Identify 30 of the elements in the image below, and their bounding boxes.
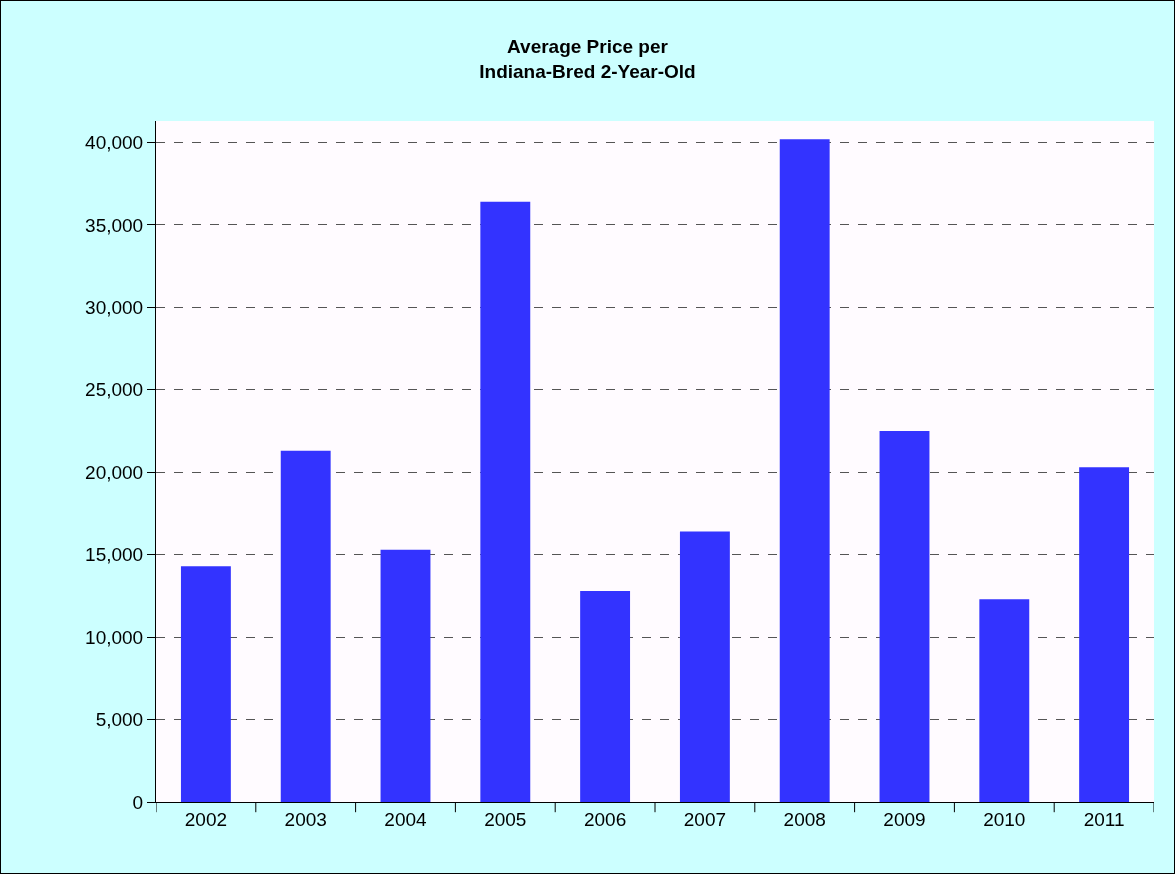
x-tick-label: 2008	[783, 808, 826, 830]
bar	[779, 139, 830, 802]
y-tick-label: 30,000	[85, 296, 144, 318]
x-tick-label: 2009	[883, 808, 926, 830]
bar	[280, 450, 331, 802]
x-tick-label: 2011	[1083, 808, 1125, 830]
bar	[580, 590, 631, 802]
y-tick-label: 0	[132, 791, 144, 813]
bar	[1079, 467, 1130, 802]
x-tick-label: 2010	[983, 808, 1026, 830]
x-tick-label: 2004	[384, 808, 428, 830]
bar	[679, 531, 730, 802]
bar	[180, 566, 231, 802]
y-tick-label: 5,000	[95, 709, 144, 731]
y-tick-label: 40,000	[85, 132, 144, 154]
x-tick-label: 2003	[284, 808, 327, 830]
y-tick-label: 35,000	[85, 214, 144, 236]
y-tick-label: 15,000	[85, 544, 144, 566]
x-tick-label: 2005	[484, 808, 527, 830]
y-tick-label: 20,000	[85, 461, 144, 483]
bar	[380, 549, 431, 802]
x-tick-label: 2006	[583, 808, 627, 830]
bar	[979, 599, 1030, 802]
bar	[480, 201, 531, 802]
y-tick-label: 10,000	[85, 626, 144, 648]
y-tick-label: 25,000	[85, 379, 144, 401]
x-tick-label: 2002	[184, 808, 228, 830]
chart-title: Average Price per Indiana-Bred 2-Year-Old	[479, 36, 696, 83]
bar	[879, 431, 930, 802]
x-tick-label: 2007	[683, 808, 727, 830]
